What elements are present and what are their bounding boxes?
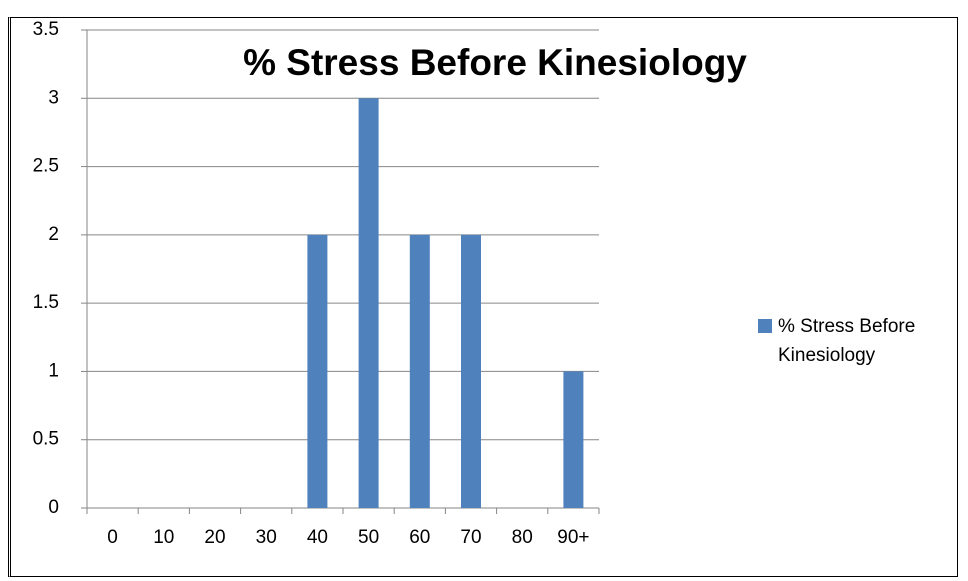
x-tick-label: 60: [409, 527, 430, 548]
bar: [409, 234, 430, 508]
y-tick-label: 0.5: [33, 429, 59, 450]
x-tick-label: 10: [153, 527, 174, 548]
chart-title: % Stress Before Kinesiology: [243, 42, 747, 83]
x-tick-label: 70: [460, 527, 481, 548]
bar: [358, 98, 379, 509]
legend-label: % Stress Before Kinesiology: [778, 316, 916, 366]
legend-key: [758, 319, 772, 333]
y-tick-label: 3: [48, 87, 59, 108]
x-tick-label: 0: [107, 527, 118, 548]
y-tick-label: 1: [48, 360, 59, 381]
bar: [461, 234, 481, 508]
bar: [307, 234, 328, 508]
y-tick-label: 3.5: [33, 19, 59, 40]
x-tick-label: 50: [358, 527, 379, 548]
x-tick-label: 40: [307, 527, 328, 548]
x-tick-label: 30: [256, 527, 277, 548]
x-tick-label: 80: [512, 527, 533, 548]
y-tick-label: 2.5: [33, 156, 59, 177]
legend: % Stress Before Kinesiology: [758, 312, 948, 370]
chart-frame: [8, 17, 958, 577]
x-tick-label: 20: [204, 527, 225, 548]
y-tick-label: 0: [48, 497, 59, 518]
y-tick-label: 1.5: [33, 292, 59, 313]
y-tick-label: 2: [48, 224, 59, 245]
x-tick-label: 90+: [557, 527, 589, 548]
bar: [563, 371, 584, 508]
